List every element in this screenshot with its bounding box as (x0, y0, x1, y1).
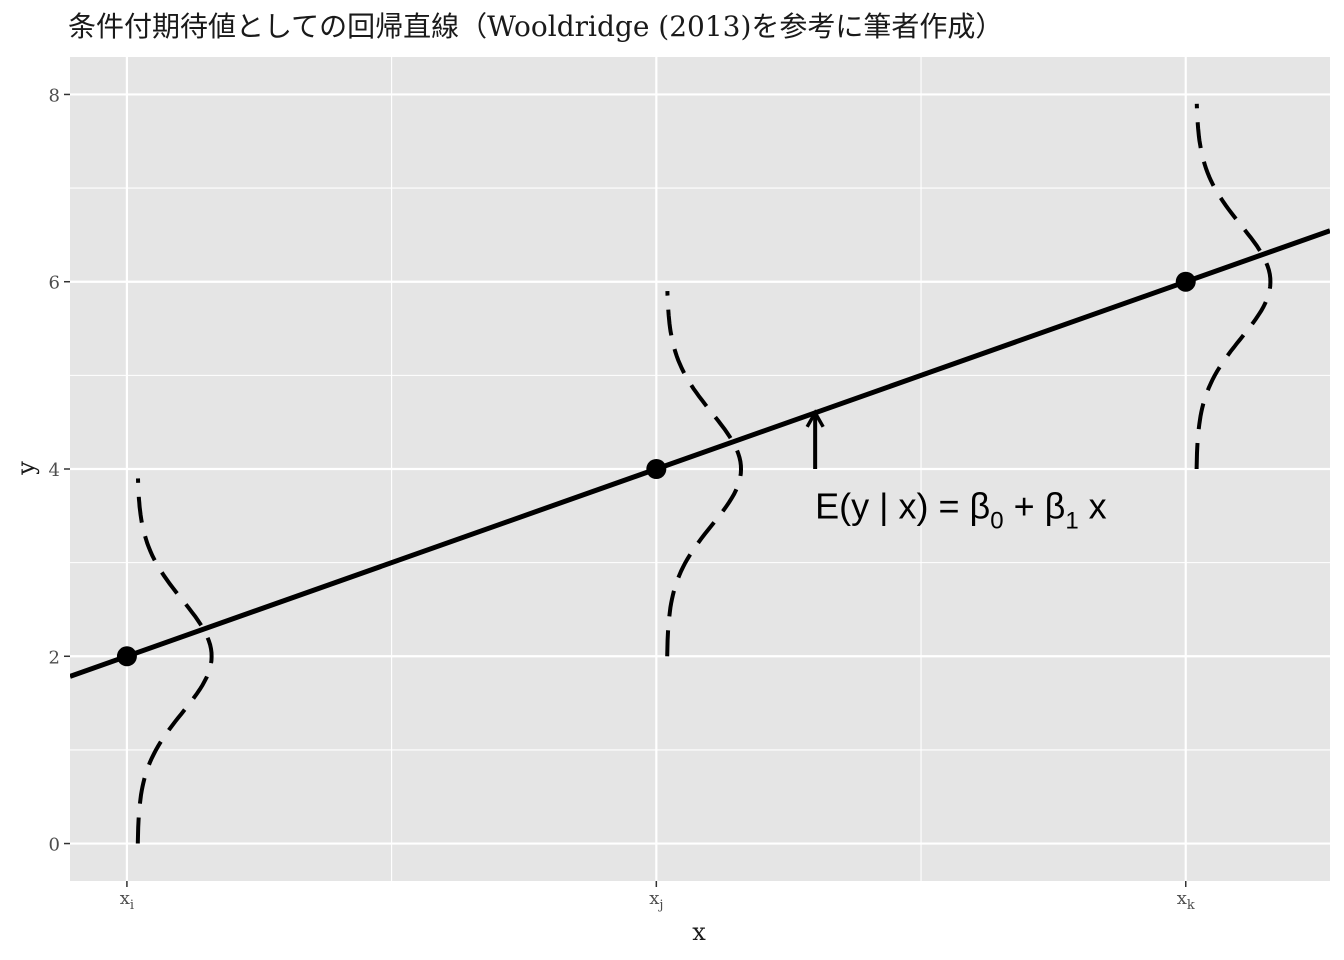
y-tick-label: 8 (49, 85, 60, 106)
x-tick-subscript: j (657, 898, 663, 913)
conditional-mean-point-1 (116, 646, 137, 667)
equation-part: x (1079, 485, 1107, 526)
plot-panel: E(y | x) = β0 + β1 x (70, 57, 1330, 881)
y-axis-title: y (12, 461, 40, 476)
x-tick-base: x (649, 888, 659, 909)
x-tick-label: xk (1177, 888, 1195, 913)
equation-part: 1 (1065, 507, 1078, 534)
arrow-head (805, 409, 825, 428)
conditional-mean-point-2 (646, 459, 667, 479)
x-tick-subscript: k (1187, 898, 1195, 913)
chart-title: 条件付期待値としての回帰直線（Wooldridge (2013)を参考に筆者作成… (68, 10, 1003, 43)
conditional-mean-point-3 (1175, 271, 1196, 292)
equation-part: + β (1004, 485, 1066, 526)
equation-part: E(y | x) = β (815, 485, 990, 526)
x-tick-subscript: i (130, 898, 134, 913)
x-tick-label: xj (649, 888, 663, 913)
data-layer (70, 103, 1330, 844)
x-tick-base: x (120, 888, 130, 909)
equation-part: 0 (990, 507, 1003, 534)
y-tick-label: 2 (49, 647, 60, 668)
x-tick-base: x (1177, 888, 1187, 909)
y-tick-label: 0 (49, 835, 60, 856)
regression-line (70, 228, 1330, 679)
y-tick-label: 4 (49, 460, 60, 481)
x-tick-label: xi (120, 888, 134, 913)
density-curve-3 (1194, 103, 1273, 470)
density-curve-1 (135, 478, 214, 844)
y-tick-label: 6 (49, 273, 60, 294)
regression-equation-label: E(y | x) = β0 + β1 x (815, 485, 1107, 534)
x-axis-title: x (692, 918, 706, 946)
x-axis: xi xj xk (120, 881, 1195, 913)
y-axis: 0 2 4 6 8 (49, 85, 70, 856)
density-curve-2 (665, 291, 744, 657)
